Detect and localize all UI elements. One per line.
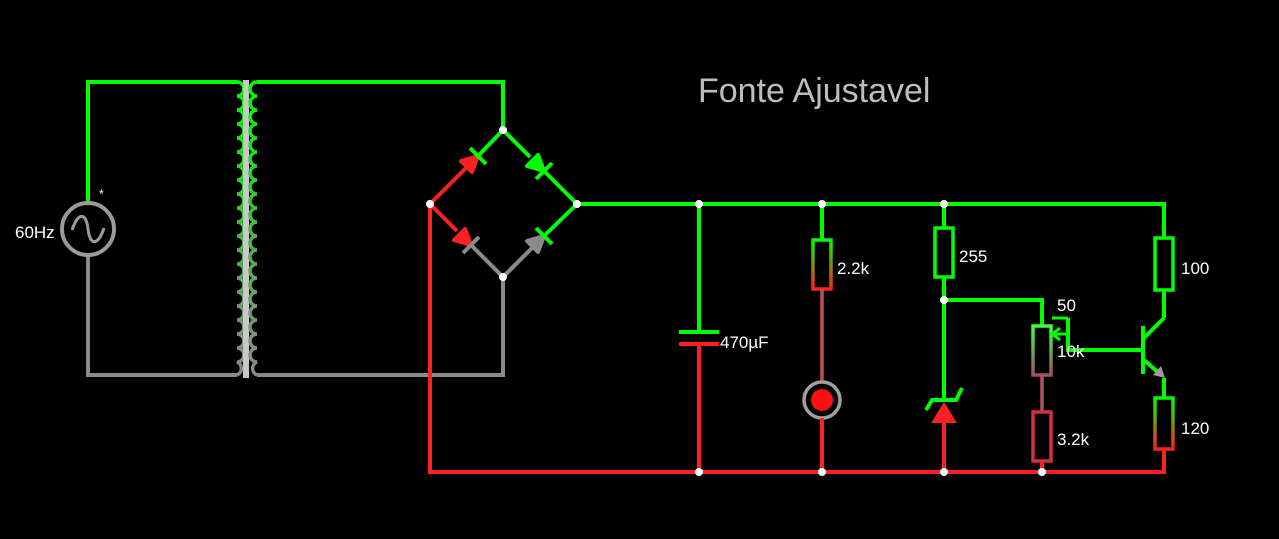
resistor-100-label: 100 [1181, 259, 1209, 278]
circuit-title: Fonte Ajustavel [698, 72, 930, 110]
node-dot [940, 200, 948, 208]
resistor-2k2-label: 2.2k [837, 259, 870, 278]
node-dot [818, 468, 826, 476]
wire [428, 202, 459, 233]
diode-icon [459, 154, 480, 174]
node-dot [695, 200, 703, 208]
resistor-3k2 [1031, 410, 1053, 463]
npn-transistor-icon [1153, 366, 1165, 378]
resistor-255 [933, 226, 955, 279]
zener-cathode-bar [924, 387, 964, 412]
positive-rail[interactable] [577, 202, 1166, 238]
transformer-primary-coil [236, 80, 246, 377]
resistor-120-label: 120 [1181, 419, 1209, 438]
wire [428, 165, 469, 206]
transistor-collector [1142, 316, 1166, 340]
resistor-100 [1153, 236, 1175, 292]
node-dot [940, 296, 948, 304]
wire [542, 202, 579, 238]
transformer-core [243, 80, 249, 378]
node-dot [499, 126, 507, 134]
wire [542, 169, 579, 206]
node-dot [818, 200, 826, 208]
node-dot [695, 468, 703, 476]
resistor-3k2-label: 3.2k [1057, 430, 1090, 449]
wire [501, 128, 532, 159]
wire[interactable] [86, 256, 237, 377]
diode-icon [525, 234, 546, 254]
wiper-arrowhead [1049, 326, 1061, 342]
wire [469, 243, 505, 279]
potentiometer-10k[interactable] [1031, 324, 1053, 377]
voltage-divider[interactable] [944, 298, 1141, 472]
ground-rail[interactable] [428, 204, 1166, 474]
diode-icon [452, 227, 473, 247]
node-dot [426, 200, 434, 208]
node-dot [573, 200, 581, 208]
node-dot [1038, 468, 1046, 476]
primary-circuit [60, 80, 237, 377]
sine-wave-icon [70, 214, 106, 244]
filter-capacitor[interactable] [679, 204, 719, 472]
resistor-255-label: 255 [959, 247, 987, 266]
transistor-branch[interactable] [1141, 236, 1175, 451]
transformer-secondary-coil [248, 80, 258, 377]
bridge-rectifier[interactable] [428, 128, 579, 279]
node-dot [940, 468, 948, 476]
diode-icon [525, 153, 546, 173]
wire[interactable] [257, 277, 505, 377]
potentiometer-max-label: 50 [1057, 296, 1076, 315]
led-branch[interactable] [802, 204, 842, 472]
capacitor-label: 470µF [720, 333, 769, 352]
source-frequency-label: 60Hz [15, 223, 55, 242]
wire[interactable] [257, 80, 505, 130]
wire[interactable] [86, 80, 237, 202]
zener-diode-icon [931, 402, 957, 423]
resistor-120 [1153, 396, 1175, 451]
potentiometer-value-label: 10k [1057, 342, 1085, 361]
wire [944, 298, 1044, 326]
wire [476, 128, 505, 158]
node-dot [499, 273, 507, 281]
junction-nodes [426, 126, 1046, 476]
led-lit-dot [811, 389, 833, 411]
zener-branch[interactable] [924, 204, 964, 472]
transformer[interactable] [236, 80, 258, 378]
resistor-2k2 [811, 238, 833, 291]
source-polarity-marker: * [99, 187, 104, 201]
potentiometer-wiper-icon[interactable] [1066, 318, 1141, 352]
wire [501, 245, 535, 279]
